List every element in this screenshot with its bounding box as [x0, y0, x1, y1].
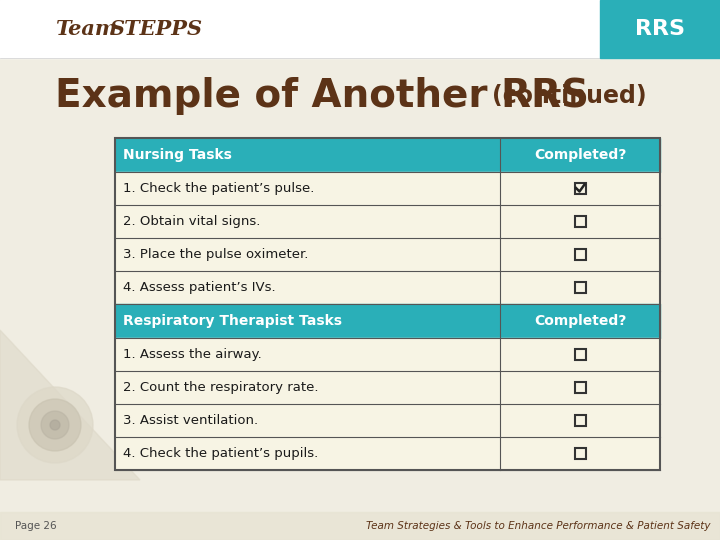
Bar: [0, 0, 720, 58]
Bar: [500, 404, 660, 437]
Text: (continued): (continued): [492, 84, 647, 108]
Bar: [500, 437, 660, 470]
Circle shape: [17, 387, 93, 463]
Text: 1. Check the patient’s pulse.: 1. Check the patient’s pulse.: [123, 182, 315, 195]
Text: Respiratory Therapist Tasks: Respiratory Therapist Tasks: [123, 314, 342, 328]
Bar: [500, 304, 660, 338]
Bar: [575, 183, 585, 194]
Bar: [115, 404, 500, 437]
Bar: [500, 271, 660, 304]
Bar: [0, 512, 720, 540]
Text: 2. Obtain vital signs.: 2. Obtain vital signs.: [123, 215, 261, 228]
Text: 3. Assist ventilation.: 3. Assist ventilation.: [123, 414, 258, 427]
Text: RRS: RRS: [635, 19, 685, 39]
Text: 4. Check the patient’s pupils.: 4. Check the patient’s pupils.: [123, 447, 318, 460]
Text: Page 26: Page 26: [15, 521, 57, 531]
Bar: [500, 138, 660, 172]
Bar: [500, 205, 660, 238]
Bar: [115, 437, 500, 470]
Bar: [600, 0, 720, 58]
Bar: [115, 172, 500, 205]
Bar: [500, 172, 660, 205]
Text: Team: Team: [55, 19, 117, 39]
Bar: [500, 371, 660, 404]
Bar: [575, 349, 585, 360]
Circle shape: [29, 399, 81, 451]
Bar: [115, 138, 660, 470]
Circle shape: [41, 411, 69, 439]
Text: 2. Count the respiratory rate.: 2. Count the respiratory rate.: [123, 381, 318, 394]
Bar: [115, 371, 500, 404]
Bar: [115, 205, 500, 238]
Circle shape: [50, 420, 60, 430]
Bar: [115, 304, 500, 338]
Bar: [115, 338, 500, 371]
Text: 4. Assess patient’s IVs.: 4. Assess patient’s IVs.: [123, 281, 276, 294]
Bar: [500, 338, 660, 371]
Bar: [115, 238, 500, 271]
Bar: [115, 138, 500, 172]
Text: Team Strategies & Tools to Enhance Performance & Patient Safety: Team Strategies & Tools to Enhance Perfo…: [366, 521, 710, 531]
Bar: [575, 282, 585, 293]
Bar: [575, 382, 585, 393]
Text: STEPPS: STEPPS: [110, 19, 203, 39]
Bar: [575, 448, 585, 459]
Bar: [575, 415, 585, 426]
Text: Nursing Tasks: Nursing Tasks: [123, 148, 232, 162]
Text: Example of Another RRS: Example of Another RRS: [55, 77, 589, 115]
Bar: [500, 238, 660, 271]
Polygon shape: [0, 330, 140, 480]
Text: Completed?: Completed?: [534, 148, 626, 162]
Bar: [575, 216, 585, 227]
Text: 3. Place the pulse oximeter.: 3. Place the pulse oximeter.: [123, 248, 308, 261]
Text: 1. Assess the airway.: 1. Assess the airway.: [123, 348, 262, 361]
Bar: [575, 249, 585, 260]
Bar: [115, 271, 500, 304]
Text: Completed?: Completed?: [534, 314, 626, 328]
